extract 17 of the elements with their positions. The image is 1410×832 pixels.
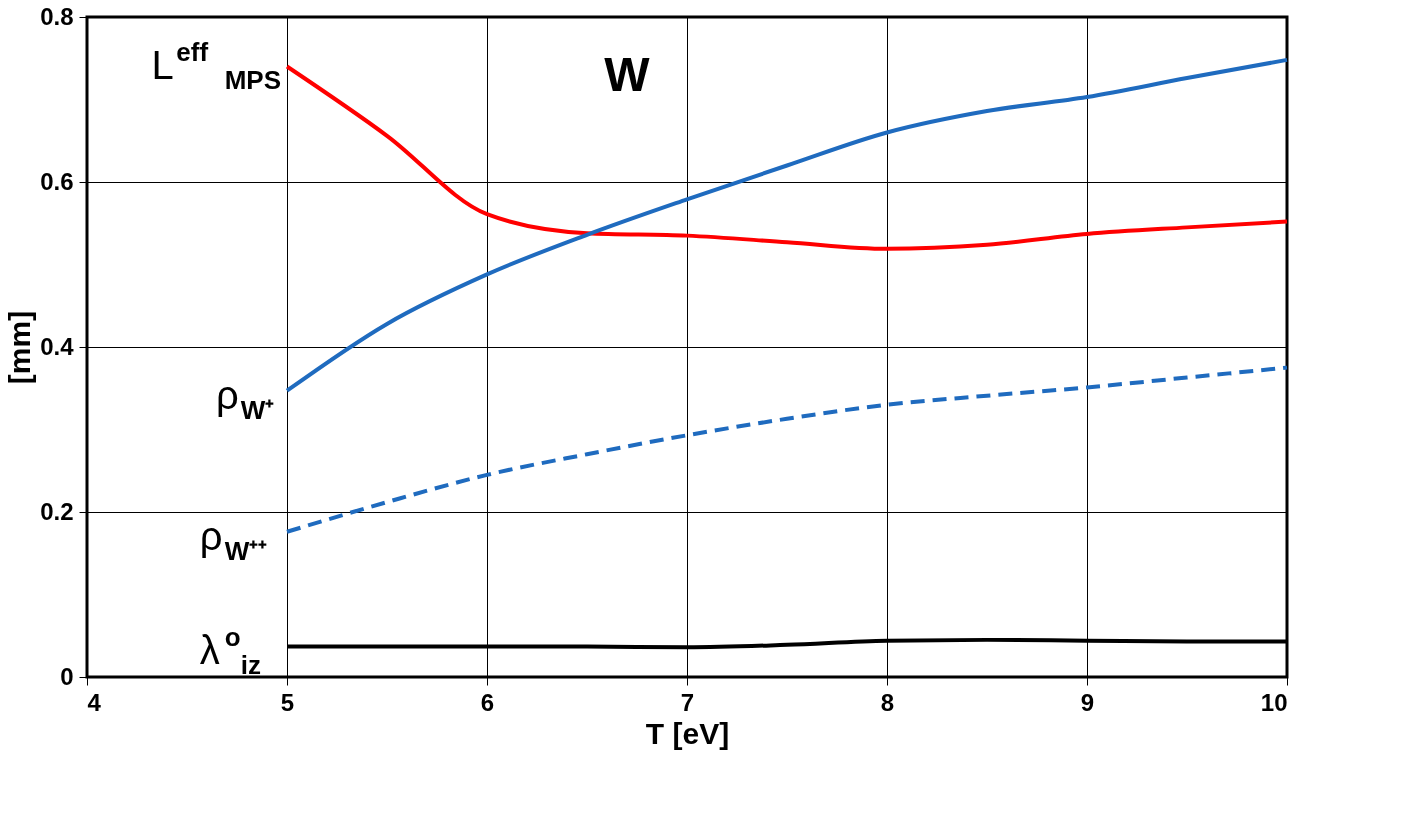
y-tick-label: 0.2 <box>40 497 74 525</box>
y-tick-label: 0.8 <box>40 2 74 30</box>
annotation: W <box>604 48 651 101</box>
x-tick-label: 10 <box>1260 688 1288 716</box>
y-tick-label: 0.4 <box>40 332 75 360</box>
x-axis-title: T [eV] <box>645 716 730 750</box>
x-tick-label: 4 <box>87 688 102 716</box>
line-series <box>285 57 1289 393</box>
x-tick-label: 6 <box>480 688 495 716</box>
y-tick-label: 0 <box>60 662 74 690</box>
x-tick-label: 5 <box>280 688 295 716</box>
x-tick-label: 7 <box>680 688 695 716</box>
x-tick-label: 9 <box>1080 688 1095 716</box>
x-tick-label: 8 <box>880 688 895 716</box>
line-series <box>285 365 1289 534</box>
y-tick-label: 0.6 <box>40 167 74 195</box>
y-axis-title: [mm] <box>3 310 37 385</box>
